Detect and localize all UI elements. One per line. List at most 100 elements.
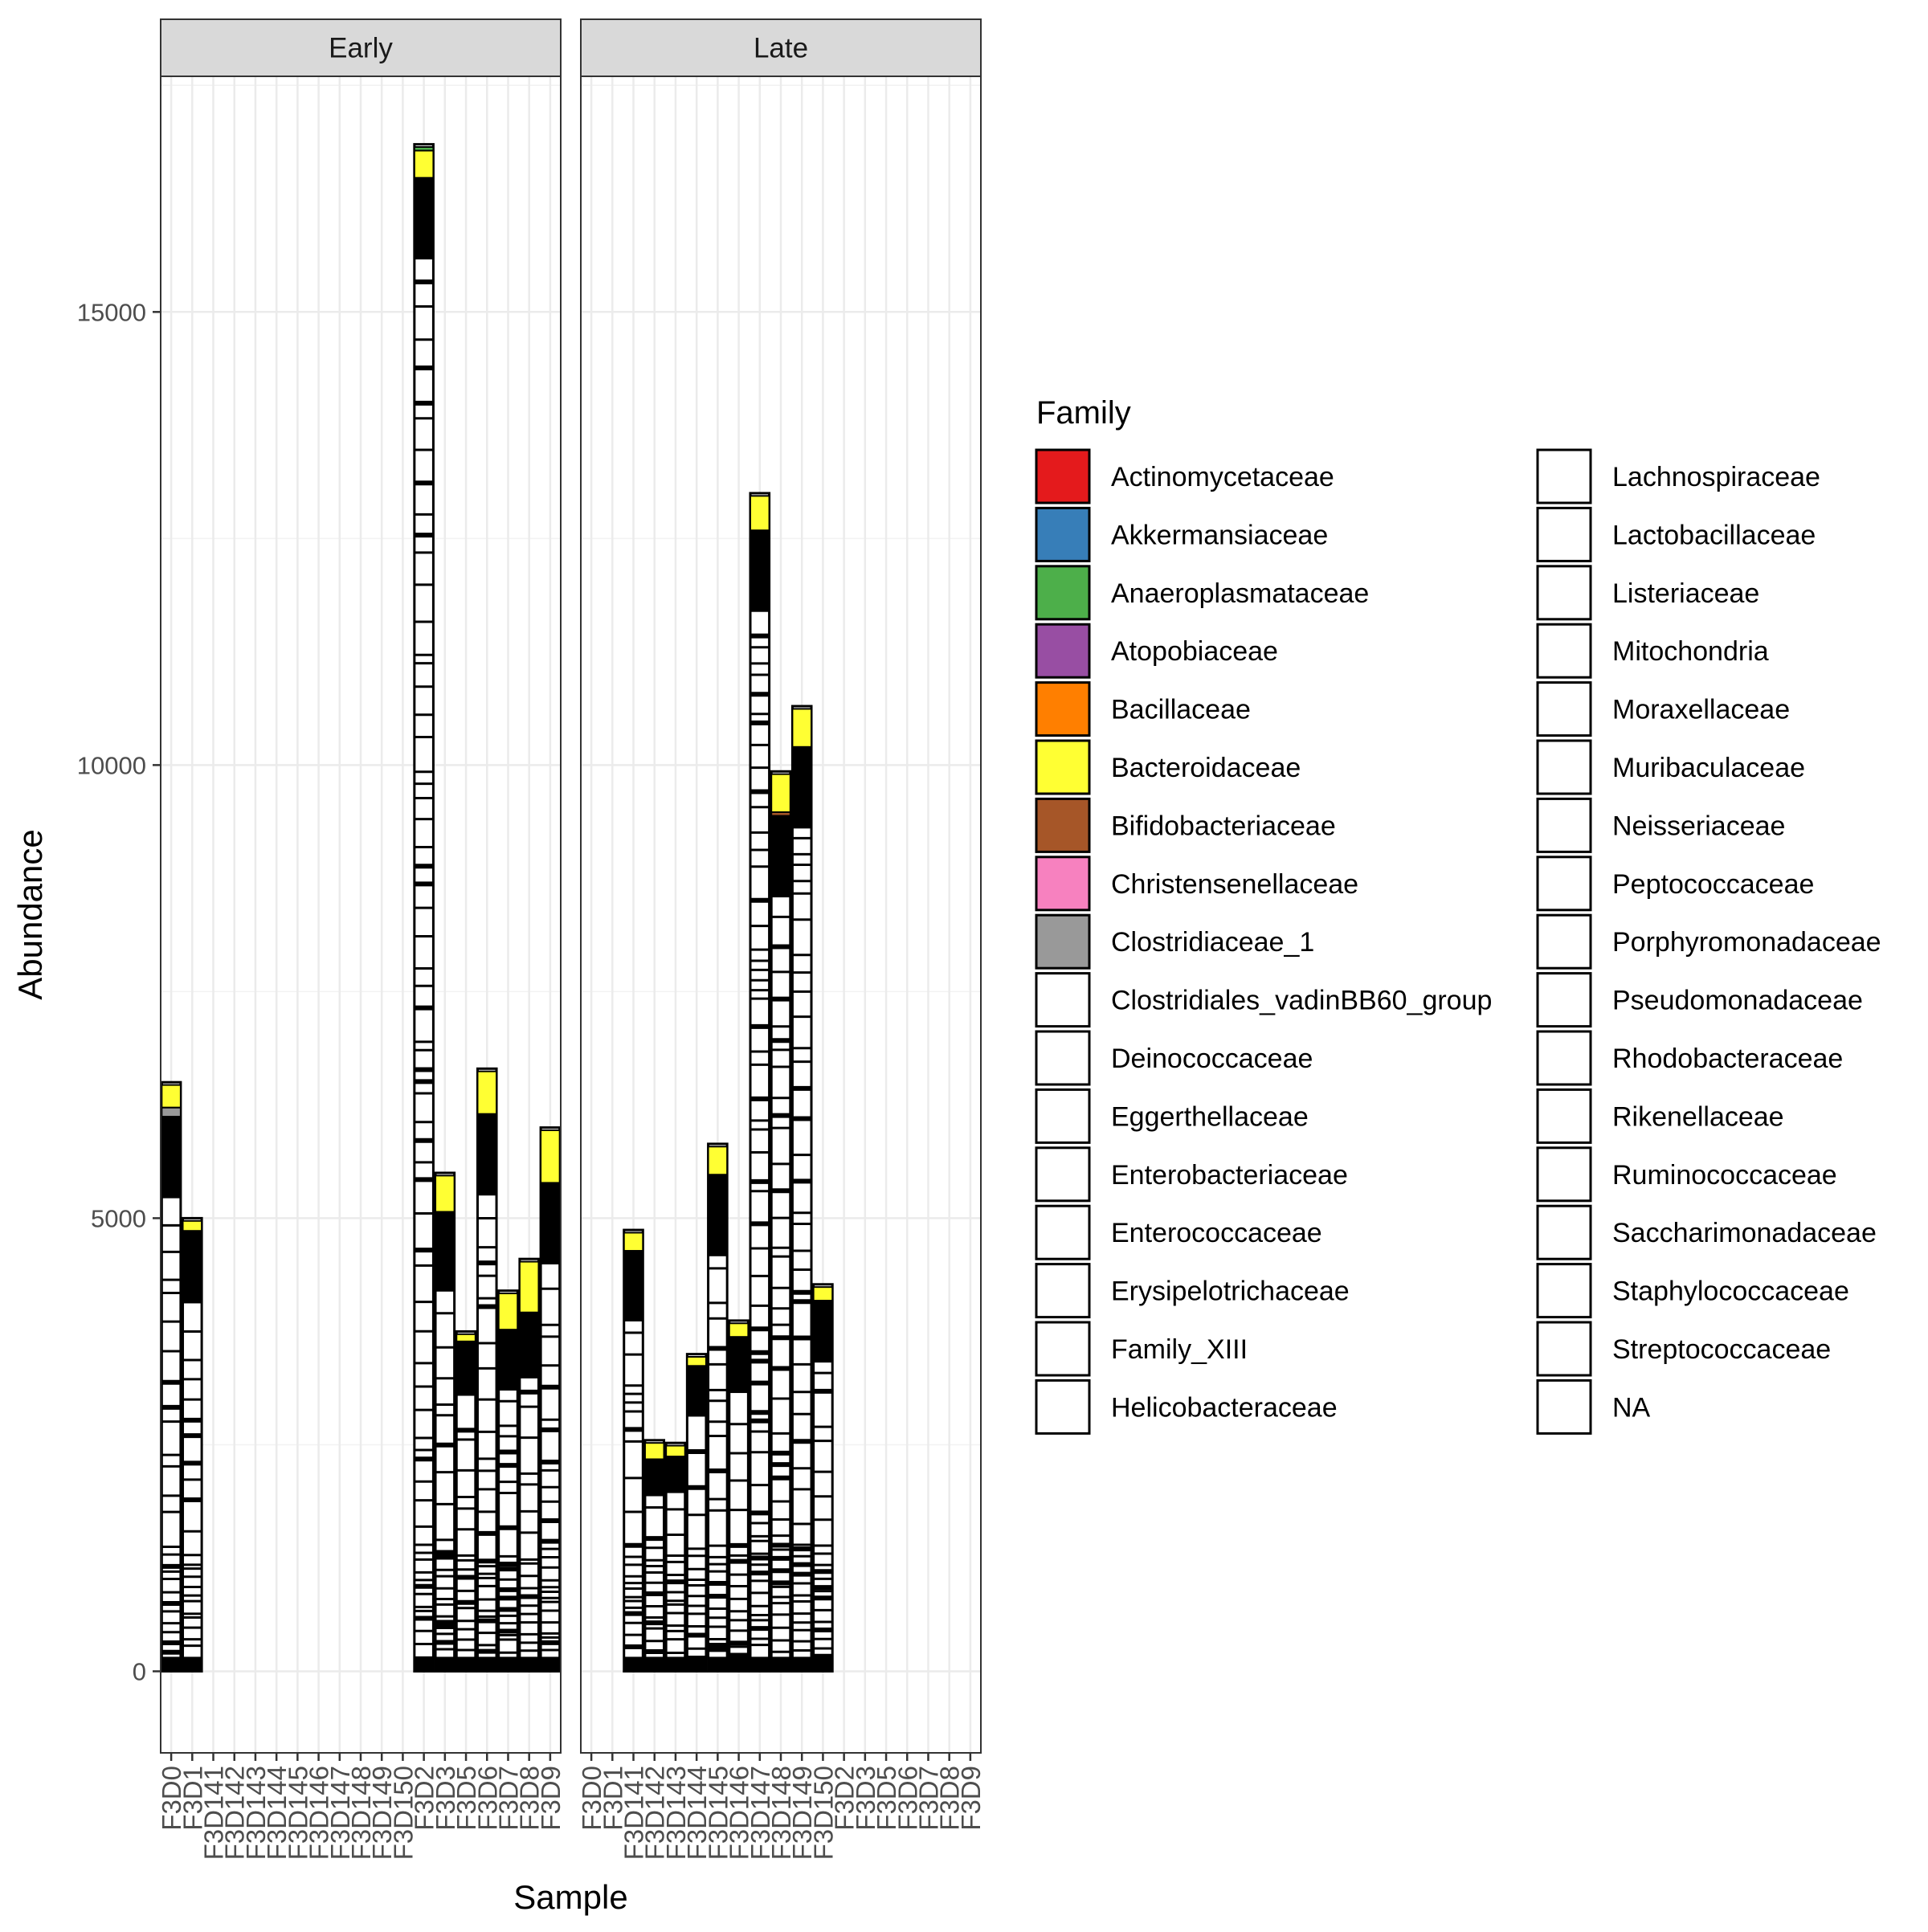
legend-entry: Family_XIII: [1035, 1321, 1248, 1377]
bar-F3D9: [539, 1126, 562, 1673]
legend-key: [1035, 797, 1091, 853]
bar-dense-segments: [182, 1231, 202, 1304]
y-tick-label: 5000: [91, 1204, 146, 1232]
legend-key: [1035, 1088, 1091, 1144]
bar-segment-bacteroidaceae: [161, 1084, 182, 1109]
legend-label: Actinomycetaceae: [1111, 462, 1334, 492]
bar-bottom-segments: [708, 1656, 728, 1672]
legend-entry: Helicobacteraceae: [1035, 1379, 1338, 1435]
bar-dense-segments: [161, 1117, 181, 1199]
legend-label: Rhodobacteraceae: [1612, 1044, 1843, 1074]
legend-entry: Anaeroplasmataceae: [1035, 565, 1369, 621]
legend-label: Streptococcaceae: [1612, 1334, 1831, 1365]
bar-outline: [790, 705, 813, 1673]
legend-label: Clostridiales_vadinBB60_group: [1111, 986, 1492, 1016]
bar-bottom-segments: [414, 1656, 434, 1672]
legend-label: Clostridiaceae_1: [1111, 927, 1314, 958]
x-tick-label: F3D146: [304, 1766, 334, 1860]
legend-key: [1035, 681, 1091, 737]
x-tick-label: F3D148: [346, 1766, 376, 1860]
legend-label: Bacteroidaceae: [1111, 753, 1301, 783]
bar-dense-segments: [456, 1341, 476, 1396]
x-tick-label: F3D6: [472, 1766, 502, 1831]
bar-F3D0: [160, 1080, 182, 1673]
legend-entry: Clostridiaceae_1: [1035, 913, 1314, 970]
x-tick-label: F3D148: [766, 1766, 796, 1860]
legend-label: Bifidobacteriaceae: [1111, 811, 1336, 841]
legend-label: Mitochondria: [1612, 636, 1769, 667]
bar-segment-bacteroidaceae: [455, 1333, 476, 1342]
legend-entry: Deinococcaceae: [1035, 1030, 1313, 1086]
legend-key: [1536, 797, 1592, 853]
legend-key: [1035, 623, 1091, 679]
legend-label: Peptococcaceae: [1612, 869, 1814, 900]
x-tick-label: F3D143: [661, 1766, 691, 1860]
bar-F3D142: [643, 1439, 666, 1673]
legend-key: [1536, 623, 1592, 679]
bar-segment-bacteroidaceae: [540, 1129, 561, 1184]
bar-dense-segments: [498, 1330, 518, 1391]
legend-key: [1035, 856, 1091, 912]
legend-label: Erysipelotrichaceae: [1111, 1276, 1350, 1307]
legend-key: [1536, 913, 1592, 970]
legend-label: Neisseriaceae: [1612, 811, 1785, 841]
bar-bottom-segments: [729, 1656, 749, 1672]
legend-key: [1035, 1146, 1091, 1203]
bar-bottom-segments: [666, 1656, 685, 1672]
legend-entry: Peptococcaceae: [1536, 856, 1814, 912]
x-tick-label: F3D142: [640, 1766, 670, 1860]
bar-dense-segments: [813, 1301, 833, 1363]
legend-key: [1035, 913, 1091, 970]
legend-key: [1035, 1321, 1091, 1377]
x-tick-label: F3D2: [830, 1766, 860, 1831]
bar-segment-clostridiaceae_1: [161, 1106, 182, 1118]
legend-key: [1035, 1204, 1091, 1260]
legend-key: [1536, 1088, 1592, 1144]
legend-entry: Actinomycetaceae: [1035, 448, 1334, 504]
x-tick-label: F3D0: [577, 1766, 607, 1831]
x-tick-label: F3D2: [410, 1766, 439, 1831]
x-tick-label: F3D8: [515, 1766, 545, 1831]
x-tick-label: F3D9: [536, 1766, 566, 1831]
legend-label: Lactobacillaceae: [1612, 520, 1816, 550]
legend-key: [1536, 506, 1592, 562]
bar-segment-bacteroidaceae: [707, 1146, 729, 1176]
x-tick-label: F3D142: [220, 1766, 250, 1860]
legend-entry: Neisseriaceae: [1536, 797, 1785, 853]
bar-F3D148: [770, 770, 792, 1673]
x-tick-label: F3D144: [682, 1766, 712, 1860]
bar-dense-segments: [729, 1337, 749, 1394]
legend-key: [1536, 1321, 1592, 1377]
legend-key: [1536, 856, 1592, 912]
legend-entry: Rhodobacteraceae: [1536, 1030, 1843, 1086]
legend-key: [1536, 972, 1592, 1028]
legend-entry: Clostridiales_vadinBB60_group: [1035, 972, 1492, 1028]
legend-label: Muribaculaceae: [1612, 753, 1805, 783]
bar-dense-segments: [644, 1459, 664, 1497]
bar-bottom-segments: [161, 1656, 181, 1672]
legend-label: Moraxellaceae: [1612, 695, 1790, 725]
bar-segment-bacteroidaceae: [643, 1442, 665, 1460]
legend-label: Enterobacteriaceae: [1111, 1160, 1348, 1191]
y-tick-label: 15000: [77, 298, 146, 326]
legend-label: Eggerthellaceae: [1111, 1101, 1309, 1132]
x-tick-label: F3D149: [787, 1766, 817, 1860]
legend-entry: NA: [1536, 1379, 1651, 1435]
legend-key: [1035, 1379, 1091, 1435]
x-tick-label: F3D145: [283, 1766, 312, 1860]
bar-dense-segments: [750, 530, 770, 612]
bar-segment-bacteroidaceae: [623, 1231, 644, 1252]
bar-dense-segments: [541, 1182, 560, 1264]
x-tick-label: F3D7: [913, 1766, 943, 1831]
bar-dense-segments: [792, 746, 812, 829]
legend-entry: Akkermansiaceae: [1035, 506, 1328, 562]
bar-bottom-segments: [771, 1656, 790, 1672]
x-tick-label: F3D3: [851, 1766, 880, 1831]
bar-F3D147: [749, 492, 771, 1673]
legend-key: [1035, 565, 1091, 621]
bar-dense-segments: [623, 1251, 643, 1321]
x-tick-label: F3D1: [178, 1766, 207, 1831]
legend-label: Lachnospiraceae: [1612, 462, 1820, 492]
